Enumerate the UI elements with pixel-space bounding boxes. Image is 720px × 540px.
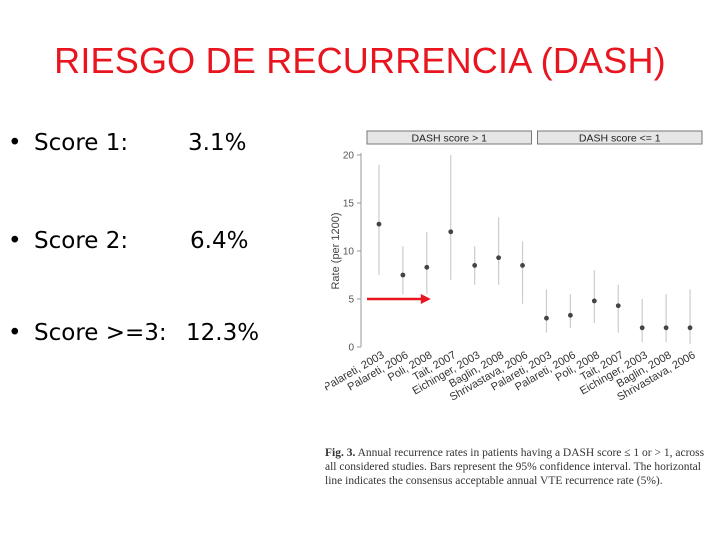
bullet-label: Score >=3: (34, 320, 167, 346)
data-point (376, 221, 382, 227)
y-tick-label: 5 (348, 295, 354, 306)
panel-strip-label: DASH score <= 1 (579, 133, 661, 145)
y-tick-label: 15 (343, 199, 355, 210)
y-tick-label: 10 (343, 247, 355, 258)
data-point (544, 315, 549, 321)
bullet-marker: • (8, 130, 22, 156)
panel-strip (366, 130, 532, 145)
caption-label: Fig. 3. (325, 447, 356, 459)
y-tick-label: 0 (348, 343, 354, 354)
data-point (591, 298, 597, 304)
data-point (400, 272, 406, 278)
data-point (615, 303, 621, 309)
recurrence-chart: DASH score > 1 DASH score <= 1 0 5 10 15 20 Rat… (322, 125, 717, 435)
bullet-label: Score 1: (34, 130, 129, 156)
data-point (448, 229, 454, 235)
bullet-value: 3.1% (188, 130, 247, 156)
chart-svg: DASH score > 1 DASH score <= 1 0 5 10 15 20 Rat… (322, 130, 703, 404)
panel-strip-label: DASH score > 1 (411, 133, 487, 145)
reference-arrow-head (420, 294, 431, 304)
panel-strip (537, 130, 703, 145)
bullet-value: 12.3% (186, 320, 260, 346)
data-point (663, 325, 669, 331)
y-axis-label: Rate (per 1200) (330, 212, 342, 289)
bullet-label: Score 2: (34, 228, 129, 254)
data-point (520, 263, 525, 268)
data-point (496, 255, 502, 261)
slide-title: RIESGO DE RECURRENCIA (DASH) (54, 40, 666, 81)
data-point (567, 312, 573, 318)
data-point (639, 325, 645, 331)
data-point (687, 325, 693, 331)
bullet-marker: • (8, 228, 22, 254)
bullet-value: 6.4% (190, 228, 249, 254)
data-point (472, 263, 478, 268)
bullet-marker: • (8, 320, 22, 346)
figure-caption: Fig. 3. Annual recurrence rates in patie… (325, 446, 715, 488)
data-point (424, 264, 430, 270)
caption-text: Annual recurrence rates in patients havi… (325, 447, 705, 487)
y-tick-label: 20 (343, 151, 355, 162)
